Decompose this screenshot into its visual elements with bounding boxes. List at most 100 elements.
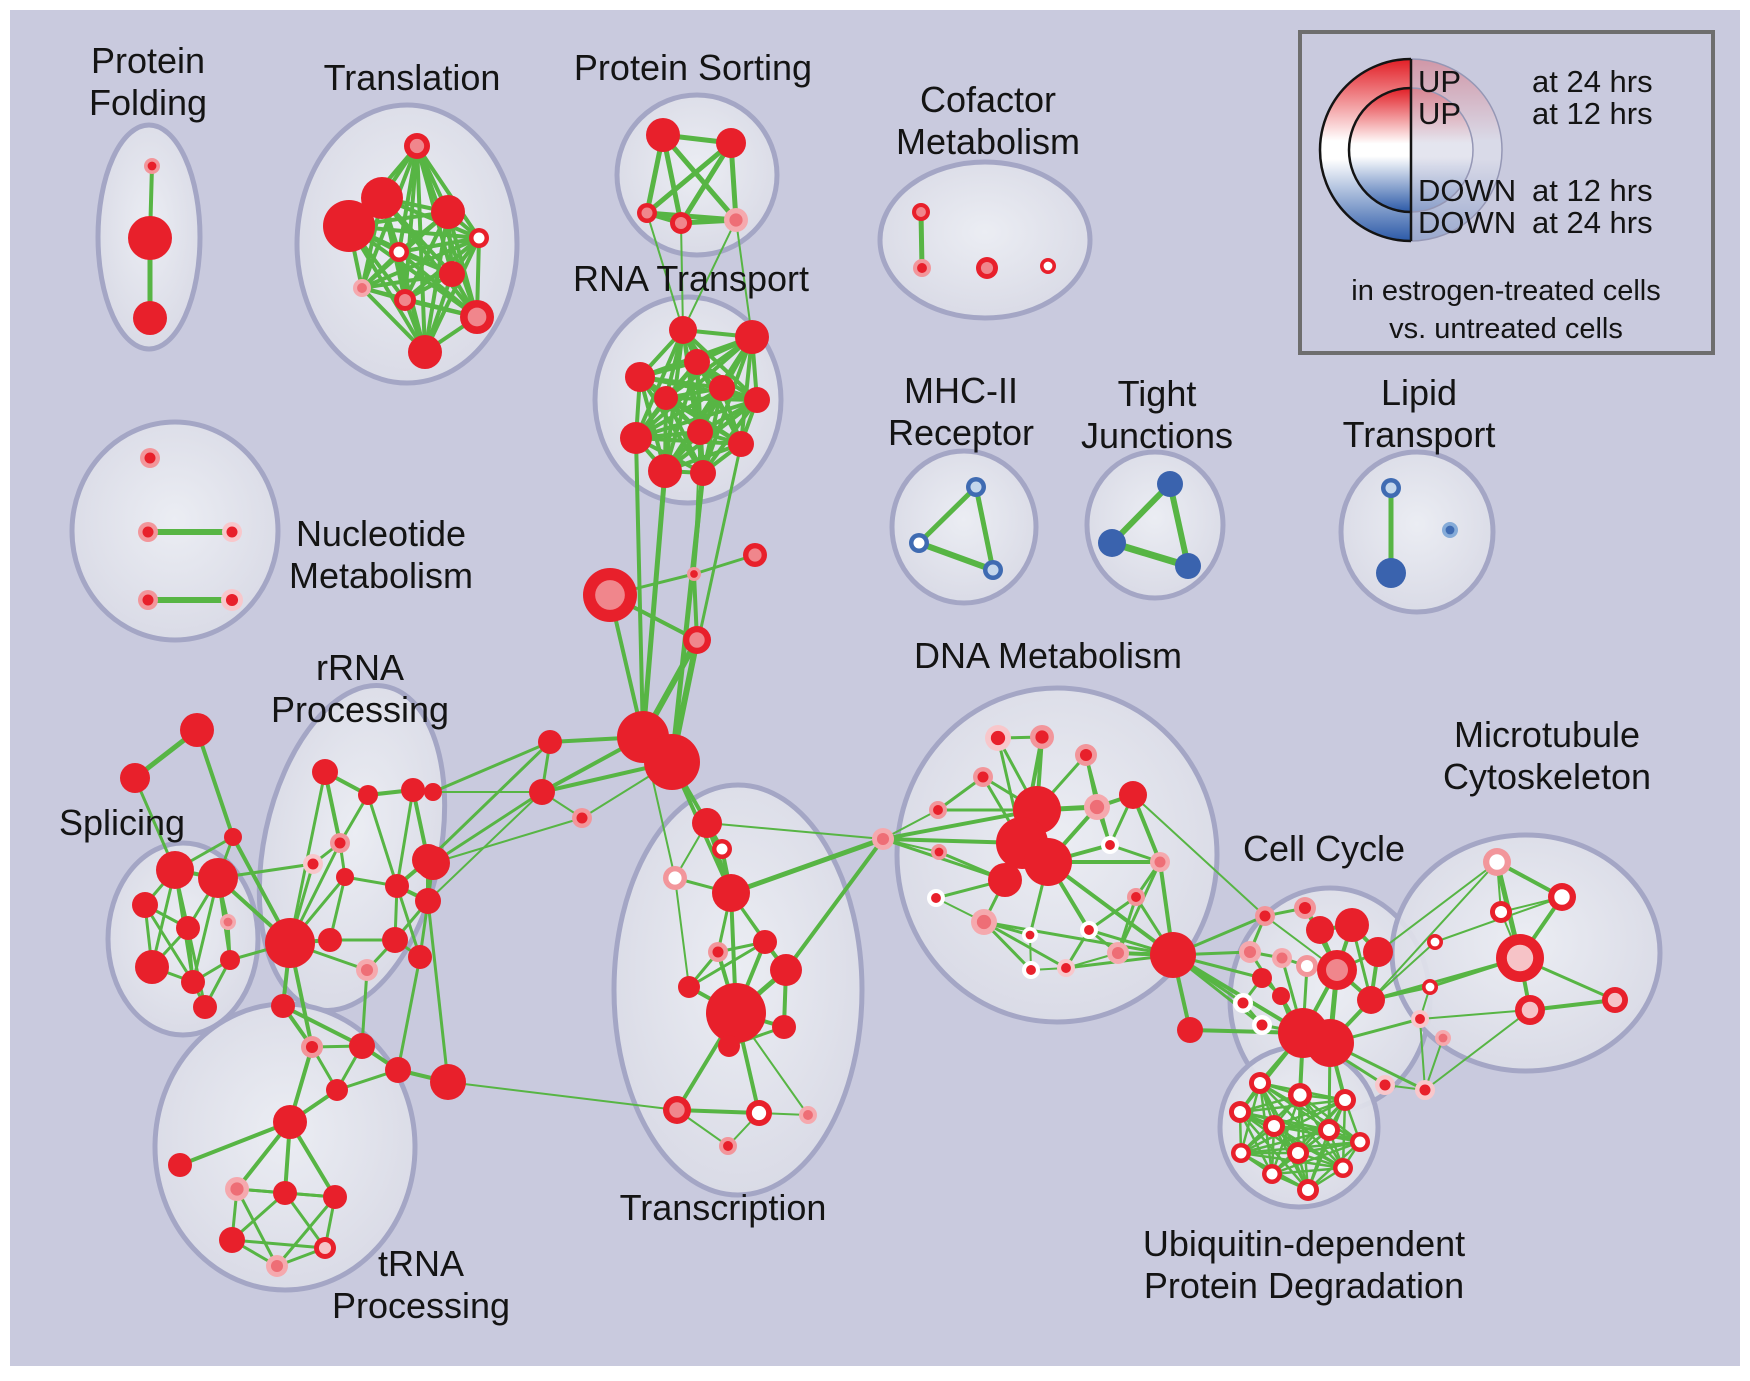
node-nucleotide-3[interactable] — [138, 590, 158, 610]
node-microtubule-3[interactable] — [1496, 934, 1544, 982]
node-ubiquitin-2[interactable] — [1334, 1089, 1356, 1111]
node-dna-19[interactable] — [1107, 942, 1129, 964]
node-cofactor-1[interactable] — [913, 259, 931, 277]
node-splicing-3[interactable] — [156, 851, 194, 889]
node-cell-cycle-13[interactable] — [1272, 987, 1290, 1005]
node-rna-transport-9[interactable] — [728, 431, 754, 457]
node-cell-cycle-20[interactable] — [1422, 979, 1438, 995]
node-cell-cycle-7[interactable] — [1239, 941, 1261, 963]
node-tight-junctions-0[interactable] — [1157, 471, 1183, 497]
node-cell-cycle-8[interactable] — [1272, 948, 1292, 968]
node-trna-8[interactable] — [225, 1177, 249, 1201]
node-cofactor-3[interactable] — [1040, 258, 1056, 274]
node-transcription-12[interactable] — [746, 1100, 772, 1126]
node-dna-13[interactable] — [988, 863, 1022, 897]
node-lipid-1[interactable] — [1376, 558, 1406, 588]
node-dna-4[interactable] — [1119, 781, 1147, 809]
node-nucleotide-1[interactable] — [138, 522, 158, 542]
node-cofactor-0[interactable] — [912, 203, 930, 221]
node-nucleotide-4[interactable] — [221, 589, 243, 611]
node-connector-3[interactable] — [683, 626, 711, 654]
node-cell-cycle-2[interactable] — [1255, 906, 1275, 926]
node-splicing-1[interactable] — [120, 763, 150, 793]
node-ubiquitin-8[interactable] — [1287, 1142, 1309, 1164]
node-transcription-10[interactable] — [718, 1035, 740, 1057]
node-protein-folding-0[interactable] — [144, 158, 160, 174]
node-translation-10[interactable] — [408, 335, 442, 369]
node-trna-9[interactable] — [273, 1181, 297, 1205]
node-dna-16[interactable] — [971, 909, 997, 935]
node-dna-17[interactable] — [1080, 921, 1098, 939]
node-rna-transport-8[interactable] — [620, 422, 652, 454]
node-cell-cycle-10[interactable] — [1317, 950, 1357, 990]
node-protein-sorting-3[interactable] — [670, 212, 692, 234]
node-microtubule-1[interactable] — [1548, 883, 1576, 911]
node-splicing-7[interactable] — [220, 914, 236, 930]
node-dna-12[interactable] — [1150, 852, 1170, 872]
node-splicing-8[interactable] — [135, 950, 169, 984]
node-nucleotide-0[interactable] — [140, 448, 160, 468]
node-protein-folding-1[interactable] — [128, 216, 172, 260]
node-ubiquitin-9[interactable] — [1262, 1164, 1282, 1184]
node-connector-5[interactable] — [644, 734, 700, 790]
node-trna-1[interactable] — [301, 1036, 323, 1058]
node-trna-4[interactable] — [385, 1057, 411, 1083]
node-microtubule-4[interactable] — [1515, 995, 1545, 1025]
node-transcription-13[interactable] — [799, 1106, 817, 1124]
node-connector-6[interactable] — [538, 730, 562, 754]
node-splicing-2[interactable] — [224, 828, 242, 846]
node-trna-3[interactable] — [326, 1079, 348, 1101]
node-splicing-5[interactable] — [132, 892, 158, 918]
node-translation-5[interactable] — [389, 242, 409, 262]
node-trna-5[interactable] — [430, 1064, 466, 1100]
node-rrna-6[interactable] — [385, 874, 409, 898]
node-rrna-10[interactable] — [265, 918, 315, 968]
node-ubiquitin-6[interactable] — [1350, 1132, 1370, 1152]
node-connector-10[interactable] — [416, 846, 450, 880]
node-transcription-5[interactable] — [708, 942, 728, 962]
node-rrna-5[interactable] — [336, 868, 354, 886]
node-ubiquitin-10[interactable] — [1333, 1158, 1353, 1178]
node-transcription-8[interactable] — [770, 954, 802, 986]
node-translation-1[interactable] — [361, 177, 403, 219]
node-transcription-1[interactable] — [712, 839, 732, 859]
node-microtubule-2[interactable] — [1490, 901, 1512, 923]
node-dna-20[interactable] — [1022, 961, 1040, 979]
node-nucleotide-2[interactable] — [222, 522, 242, 542]
node-tight-junctions-1[interactable] — [1098, 529, 1126, 557]
node-rrna-12[interactable] — [382, 927, 408, 953]
node-splicing-9[interactable] — [181, 970, 205, 994]
node-protein-folding-2[interactable] — [133, 301, 167, 335]
node-dna-21[interactable] — [1057, 959, 1075, 977]
node-trna-7[interactable] — [168, 1153, 192, 1177]
node-dna-5[interactable] — [929, 801, 947, 819]
node-transcription-14[interactable] — [719, 1137, 737, 1155]
node-transcription-6[interactable] — [678, 976, 700, 998]
node-transcription-4[interactable] — [753, 930, 777, 954]
node-translation-4[interactable] — [469, 228, 489, 248]
node-cell-cycle-24[interactable] — [1415, 1080, 1435, 1100]
node-cell-cycle-5[interactable] — [1335, 908, 1369, 942]
node-rrna-3[interactable] — [330, 833, 350, 853]
node-transcription-7[interactable] — [706, 983, 766, 1043]
node-trna-10[interactable] — [323, 1185, 347, 1209]
node-rrna-0[interactable] — [312, 759, 338, 785]
node-connector-9[interactable] — [424, 783, 442, 801]
node-trna-0[interactable] — [271, 994, 295, 1018]
node-protein-sorting-0[interactable] — [646, 118, 680, 152]
node-connector-7[interactable] — [529, 779, 555, 805]
node-transcription-11[interactable] — [663, 1096, 691, 1124]
node-rna-transport-0[interactable] — [669, 316, 697, 344]
node-protein-sorting-2[interactable] — [637, 203, 657, 223]
node-cell-cycle-18[interactable] — [1357, 986, 1385, 1014]
node-cell-cycle-11[interactable] — [1252, 968, 1272, 988]
node-ubiquitin-1[interactable] — [1288, 1083, 1312, 1107]
node-rna-transport-6[interactable] — [654, 386, 678, 410]
node-protein-sorting-1[interactable] — [716, 128, 746, 158]
node-mhc-0[interactable] — [966, 477, 986, 497]
node-ubiquitin-11[interactable] — [1297, 1179, 1319, 1201]
node-microtubule-5[interactable] — [1602, 987, 1628, 1013]
node-dna-0[interactable] — [985, 725, 1011, 751]
node-trna-12[interactable] — [314, 1237, 336, 1259]
node-cell-cycle-9[interactable] — [1296, 955, 1318, 977]
